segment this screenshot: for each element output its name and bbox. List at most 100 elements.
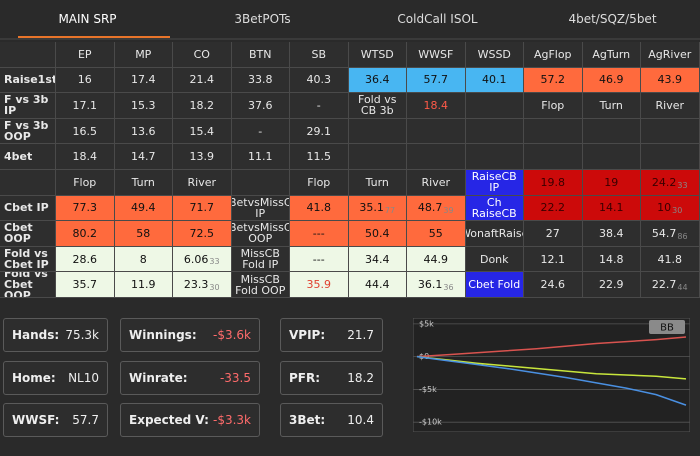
cell: 40.3 bbox=[290, 67, 349, 94]
stat-box: Winnings: -$3.6k bbox=[120, 318, 260, 352]
cell: 19 bbox=[582, 170, 641, 196]
cell: 16 bbox=[56, 67, 115, 94]
stat-value: -33.5 bbox=[219, 371, 251, 385]
cell-text: 33.8 bbox=[248, 73, 273, 87]
cell: MissCB Fold IP bbox=[231, 246, 290, 273]
cell: 17.1 bbox=[56, 93, 115, 119]
cell: Cbet Fold bbox=[465, 272, 524, 298]
cell-text: 40.3 bbox=[306, 73, 332, 87]
cell: 11.1 bbox=[231, 144, 290, 170]
cell-text: 35.9 bbox=[306, 278, 332, 292]
stat-box: WWSF: 57.7 bbox=[3, 403, 108, 437]
cell: 55 bbox=[407, 221, 466, 247]
cell-text: RaiseCB IP bbox=[471, 170, 517, 195]
cell: Ch RaiseCB bbox=[465, 195, 524, 222]
cell-text: 71.7 bbox=[189, 201, 215, 215]
cell-text: 18.4 bbox=[72, 150, 98, 164]
stat-value: -$3.3k bbox=[213, 413, 251, 427]
cell-text: 14.8 bbox=[599, 252, 624, 266]
cell: 44.4 bbox=[348, 272, 407, 298]
cell-text: 36.4 bbox=[365, 73, 390, 87]
cell: 57.7 bbox=[407, 67, 466, 94]
cell-text: 41.8 bbox=[657, 252, 683, 266]
cell-text: BetvsMissC IP bbox=[231, 195, 290, 220]
stat-label: Expected V: bbox=[129, 413, 209, 427]
cell: Flop bbox=[524, 93, 583, 119]
cell-text: Turn bbox=[131, 175, 155, 189]
cell-text: 21.4 bbox=[189, 73, 215, 87]
cell: 49.4 bbox=[114, 195, 173, 222]
cell-text: 41.8 bbox=[306, 201, 332, 215]
cell: Fold vs CB 3b bbox=[348, 93, 407, 119]
cell-text: 43.9 bbox=[657, 73, 683, 87]
cell: 50.4 bbox=[348, 221, 407, 247]
cell-sub: 33 bbox=[677, 180, 688, 190]
cell: WWSF bbox=[407, 42, 466, 68]
cell: 35.1 77 bbox=[348, 195, 407, 222]
cell-text: SB bbox=[311, 47, 327, 61]
cell: EP bbox=[56, 42, 115, 68]
cell: SB bbox=[290, 42, 349, 68]
cell: MissCB Fold OOP bbox=[231, 272, 290, 298]
cell-text: 14.1 bbox=[599, 201, 624, 215]
tab[interactable]: MAIN SRP bbox=[58, 12, 117, 26]
cell-text: 19 bbox=[604, 175, 619, 189]
series-line bbox=[416, 355, 687, 380]
cell-text: 24.6 bbox=[540, 278, 566, 292]
cell-text: 19.8 bbox=[540, 175, 566, 189]
cell-text: 57.7 bbox=[423, 73, 449, 87]
cell-text: 54.7 bbox=[651, 226, 677, 240]
cell: Turn bbox=[582, 93, 641, 119]
tab[interactable]: ColdCall ISOL bbox=[397, 12, 478, 26]
cell: F vs 3b IP bbox=[0, 93, 56, 119]
cell: - bbox=[290, 93, 349, 119]
cell: CO bbox=[173, 42, 232, 68]
cell-text: Flop bbox=[541, 98, 565, 112]
cell-text: 35.7 bbox=[72, 278, 98, 292]
cell-text: Flop bbox=[73, 175, 97, 189]
cell-text: Turn bbox=[599, 98, 623, 112]
cell-text: 17.4 bbox=[131, 73, 156, 87]
stat-label: VPIP: bbox=[289, 328, 326, 342]
cell: 46.9 bbox=[582, 67, 641, 94]
cell: Turn bbox=[348, 170, 407, 196]
cell-text: 40.1 bbox=[482, 73, 507, 87]
cell: BetvsMissC IP bbox=[231, 195, 290, 222]
stat-label: PFR: bbox=[289, 371, 321, 385]
cell: 13.6 bbox=[114, 118, 173, 145]
cell-text: - bbox=[258, 124, 263, 138]
cell bbox=[231, 170, 290, 196]
cell-text: Cbet Fold bbox=[468, 278, 521, 292]
cell-text: EP bbox=[77, 47, 92, 61]
cell: Flop bbox=[290, 170, 349, 196]
stat-value: 18.2 bbox=[347, 371, 374, 385]
stat-label: Home: bbox=[12, 371, 56, 385]
cell: RaiseCB IP bbox=[465, 170, 524, 196]
cell: F vs 3b OOP bbox=[0, 118, 56, 145]
cell: BetvsMissC OOP bbox=[231, 221, 290, 247]
cell-text: Raise1st bbox=[4, 73, 56, 87]
cell: AgRiver bbox=[641, 42, 700, 68]
cell: 43.9 bbox=[641, 67, 700, 94]
stat-box: Winrate: -33.5 bbox=[120, 361, 260, 395]
cell: 37.6 bbox=[231, 93, 290, 119]
tab[interactable]: 3BetPOTs bbox=[234, 12, 291, 26]
cell: 28.6 bbox=[56, 246, 115, 273]
cell: BTN bbox=[231, 42, 290, 68]
cell-text: Cbet IP bbox=[4, 201, 49, 215]
cell-text: BTN bbox=[249, 47, 272, 61]
cell-text: 22.2 bbox=[540, 201, 566, 215]
cell-text: Fold vs CB 3b bbox=[358, 93, 397, 118]
cell: --- bbox=[290, 246, 349, 273]
cell-text: 16 bbox=[77, 73, 92, 87]
cell: 80.2 bbox=[56, 221, 115, 247]
cell-text: WonaftRaise bbox=[466, 226, 524, 240]
cell-text: MP bbox=[135, 47, 152, 61]
cell: 40.1 bbox=[465, 67, 524, 94]
cell: 19.8 bbox=[524, 170, 583, 196]
cell-text: 57.2 bbox=[540, 73, 566, 87]
tab[interactable]: 4bet/SQZ/5bet bbox=[568, 12, 657, 26]
cell: WonaftRaise bbox=[465, 221, 524, 247]
cell-text: F vs 3b OOP bbox=[4, 119, 49, 144]
cell-sub: 44 bbox=[677, 282, 688, 292]
